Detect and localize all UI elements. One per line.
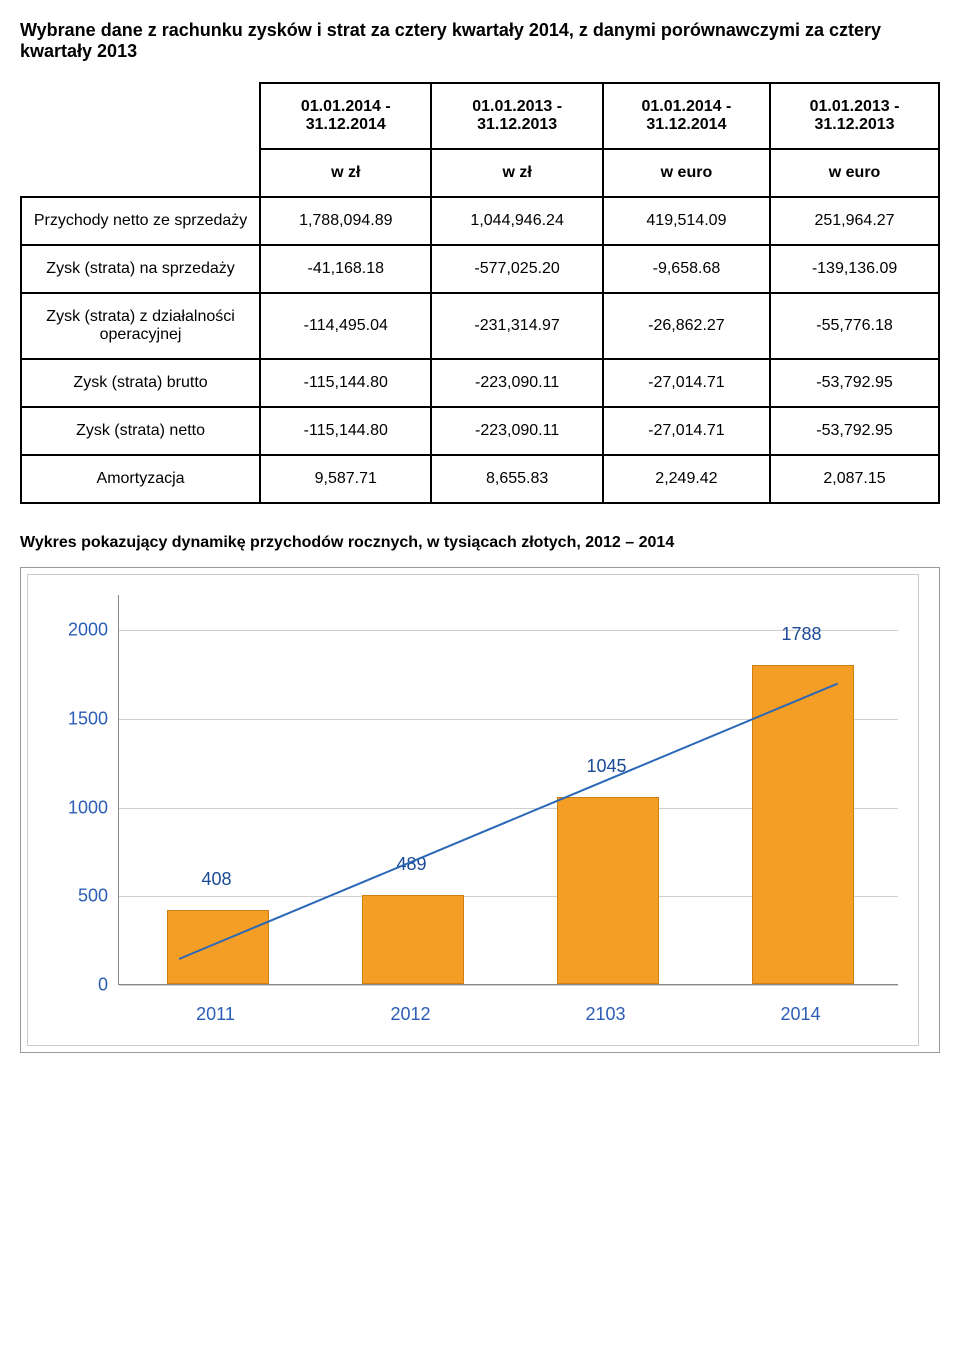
table-row-label: Zysk (strata) netto xyxy=(21,407,260,455)
table-row-label: Zysk (strata) brutto xyxy=(21,359,260,407)
table-row: Zysk (strata) netto -115,144.80 -223,090… xyxy=(21,407,939,455)
table-cell: -41,168.18 xyxy=(260,245,431,293)
chart-y-tick-label: 2000 xyxy=(48,620,108,641)
chart-x-tick-label: 2011 xyxy=(166,1004,266,1025)
table-unit-0: w zł xyxy=(260,149,431,197)
table-row: Amortyzacja 9,587.71 8,655.83 2,249.42 2… xyxy=(21,455,939,503)
table-row: Przychody netto ze sprzedaży 1,788,094.8… xyxy=(21,197,939,245)
table-units-row: w zł w zł w euro w euro xyxy=(21,149,939,197)
table-row: Zysk (strata) brutto -115,144.80 -223,09… xyxy=(21,359,939,407)
chart-x-tick-label: 2012 xyxy=(361,1004,461,1025)
table-cell: 8,655.83 xyxy=(431,455,602,503)
table-col-0: 01.01.2014 - 31.12.2014 xyxy=(260,83,431,149)
page-title: Wybrane dane z rachunku zysków i strat z… xyxy=(20,20,940,62)
table-cell: -115,144.80 xyxy=(260,407,431,455)
chart-bar xyxy=(362,895,464,984)
chart-bar xyxy=(557,797,659,984)
table-cell: -53,792.95 xyxy=(770,407,939,455)
table-cell: 9,587.71 xyxy=(260,455,431,503)
table-cell: 1,788,094.89 xyxy=(260,197,431,245)
table-row-label: Amortyzacja xyxy=(21,455,260,503)
chart-x-tick-label: 2014 xyxy=(751,1004,851,1025)
table-row-label: Zysk (strata) na sprzedaży xyxy=(21,245,260,293)
table-cell: -231,314.97 xyxy=(431,293,602,359)
table-header-blank xyxy=(21,83,260,149)
chart-x-tick-label: 2103 xyxy=(556,1004,656,1025)
table-cell: 2,087.15 xyxy=(770,455,939,503)
table-col-2: 01.01.2014 - 31.12.2014 xyxy=(603,83,770,149)
chart-bar-label: 489 xyxy=(362,854,462,875)
chart-bar xyxy=(167,910,269,984)
table-cell: 251,964.27 xyxy=(770,197,939,245)
chart-y-tick-label: 500 xyxy=(48,886,108,907)
table-row: Zysk (strata) z działalności operacyjnej… xyxy=(21,293,939,359)
table-row-label: Zysk (strata) z działalności operacyjnej xyxy=(21,293,260,359)
chart-bar-label: 408 xyxy=(167,869,267,890)
table-col-3: 01.01.2013 - 31.12.2013 xyxy=(770,83,939,149)
chart-y-tick-label: 1500 xyxy=(48,709,108,730)
table-cell: -139,136.09 xyxy=(770,245,939,293)
table-units-blank xyxy=(21,149,260,197)
table-unit-2: w euro xyxy=(603,149,770,197)
chart-y-tick-label: 0 xyxy=(48,975,108,996)
table-cell: 1,044,946.24 xyxy=(431,197,602,245)
table-cell: -27,014.71 xyxy=(603,407,770,455)
chart-bar-label: 1788 xyxy=(752,624,852,645)
table-cell: -26,862.27 xyxy=(603,293,770,359)
table-cell: -223,090.11 xyxy=(431,359,602,407)
table-cell: -53,792.95 xyxy=(770,359,939,407)
chart-plot: 4084891045178805001000150020002011201221… xyxy=(27,574,919,1046)
chart-y-tick-label: 1000 xyxy=(48,797,108,818)
table-row: Zysk (strata) na sprzedaży -41,168.18 -5… xyxy=(21,245,939,293)
table-header-row: 01.01.2014 - 31.12.2014 01.01.2013 - 31.… xyxy=(21,83,939,149)
table-row-label: Przychody netto ze sprzedaży xyxy=(21,197,260,245)
table-cell: -9,658.68 xyxy=(603,245,770,293)
data-table: 01.01.2014 - 31.12.2014 01.01.2013 - 31.… xyxy=(20,82,940,504)
table-cell: -223,090.11 xyxy=(431,407,602,455)
table-col-1: 01.01.2013 - 31.12.2013 xyxy=(431,83,602,149)
table-cell: -577,025.20 xyxy=(431,245,602,293)
chart-container: 4084891045178805001000150020002011201221… xyxy=(20,567,940,1053)
table-cell: -55,776.18 xyxy=(770,293,939,359)
chart-title: Wykres pokazujący dynamikę przychodów ro… xyxy=(20,534,940,552)
table-cell: -115,144.80 xyxy=(260,359,431,407)
table-unit-3: w euro xyxy=(770,149,939,197)
table-unit-1: w zł xyxy=(431,149,602,197)
table-cell: -27,014.71 xyxy=(603,359,770,407)
table-cell: 2,249.42 xyxy=(603,455,770,503)
table-cell: 419,514.09 xyxy=(603,197,770,245)
table-cell: -114,495.04 xyxy=(260,293,431,359)
